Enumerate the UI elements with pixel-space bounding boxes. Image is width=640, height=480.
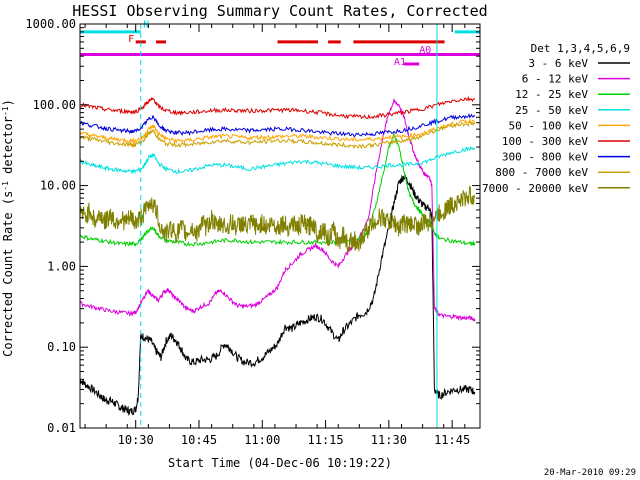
y-tick-label-1: 100.00 [33, 98, 76, 112]
x-axis-label: Start Time (04-Dec-06 10:19:22) [168, 456, 392, 470]
legend-label-4: 50 - 100 keV [509, 119, 589, 132]
legend-header: Det 1,3,4,5,6,9 [531, 42, 630, 55]
plot-frame [79, 23, 481, 429]
legend-label-8: 7000 - 20000 keV [482, 182, 588, 195]
x-tick-label-5: 11:45 [434, 433, 470, 447]
x-tick-label-1: 10:45 [181, 433, 217, 447]
series-layer [79, 95, 476, 416]
legend-label-3: 25 - 50 keV [515, 104, 588, 117]
series-line-7 [79, 121, 476, 150]
y-axis-label-sup2: -1 [1, 106, 10, 116]
flag-label-2: A0 [419, 45, 431, 56]
legend-label-5: 100 - 300 keV [502, 135, 588, 148]
legend-label-0: 3 - 6 keV [528, 57, 588, 70]
series-line-1 [79, 98, 476, 322]
y-axis-label-main: Corrected Count Rate (s [1, 191, 15, 357]
legend-label-6: 300 - 800 keV [502, 151, 588, 164]
series-line-8 [79, 184, 476, 253]
flag-label-0: N [143, 20, 149, 31]
footer-timestamp: 20-Mar-2010 09:29 [544, 468, 636, 478]
x-tick-label-4: 11:30 [371, 433, 407, 447]
flag-layer: NF A0 A1 [80, 20, 480, 68]
chart-title: HESSI Observing Summary Count Rates, Cor… [72, 2, 487, 20]
y-tick-label-4: 0.10 [47, 340, 76, 354]
series-line-0 [79, 174, 476, 416]
legend: Det 1,3,4,5,6,9 3 - 6 keV 6 - 12 keV 12 - … [482, 42, 630, 195]
y-axis-label: Corrected Count Rate (s-1 detector-1) [1, 99, 15, 357]
legend-label-1: 6 - 12 keV [522, 73, 589, 86]
legend-label-2: 12 - 25 keV [515, 88, 588, 101]
y-tick-label-3: 1.00 [47, 259, 76, 273]
x-tick-label-3: 11:15 [308, 433, 344, 447]
series-line-4 [79, 118, 476, 145]
y-axis: 1000.00 100.00 10.00 1.00 0.10 0.01 [25, 17, 480, 435]
legend-label-7: 800 - 7000 keV [495, 166, 588, 179]
y-tick-label-2: 10.00 [40, 179, 76, 193]
y-axis-label-close: ) [1, 99, 15, 106]
series-line-3 [79, 146, 476, 175]
x-tick-label-2: 11:00 [244, 433, 280, 447]
y-tick-label-0: 1000.00 [25, 17, 76, 31]
y-axis-label-sup: -1 [1, 181, 10, 191]
flag-label-1: F [128, 34, 134, 45]
series-line-2 [79, 132, 476, 248]
y-axis-label-mid: detector [1, 116, 15, 181]
x-axis: 10:30 10:45 11:00 11:15 11:30 11:45 [84, 24, 470, 447]
series-line-6 [79, 113, 476, 137]
y-tick-label-5: 0.01 [47, 421, 76, 435]
series-line-5 [79, 95, 476, 120]
flag-label-3: A1 [394, 57, 406, 68]
x-tick-label-0: 10:30 [118, 433, 154, 447]
